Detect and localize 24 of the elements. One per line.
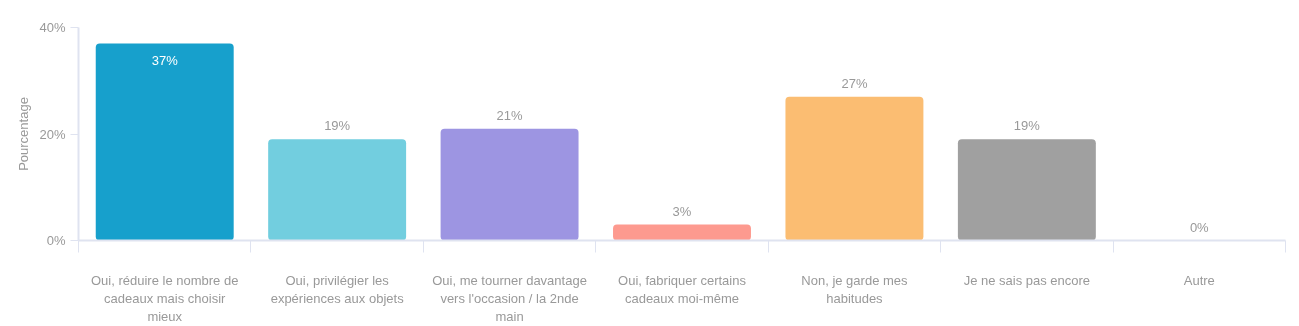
data-label: 0% xyxy=(1189,219,1210,235)
bar xyxy=(785,96,924,241)
bar xyxy=(95,43,234,241)
y-tick-label: 20% xyxy=(39,126,66,142)
x-tick-label: Non, je garde mes habitudes xyxy=(801,272,909,306)
x-tick-label: Autre xyxy=(1183,272,1215,288)
data-label: 37% xyxy=(151,53,179,69)
data-label: 19% xyxy=(324,118,351,134)
x-tick-label: Oui, fabriquer certains cadeaux moi-même xyxy=(618,272,747,306)
data-label: 3% xyxy=(672,203,692,219)
bar xyxy=(613,224,751,241)
bar xyxy=(268,139,407,241)
y-axis-title: Pourcentage xyxy=(16,97,32,171)
x-tick-label: Oui, me tourner davantage vers l'occasion / la 2nde main xyxy=(432,272,587,324)
bar xyxy=(440,128,579,241)
data-label: 21% xyxy=(496,107,524,123)
y-tick-label: 40% xyxy=(39,20,66,35)
x-tick-label: Je ne sais pas encore xyxy=(963,272,1091,288)
y-tick-label: 0% xyxy=(46,233,66,248)
data-label: 19% xyxy=(1013,118,1041,134)
bar xyxy=(957,139,1096,241)
x-tick-label: Oui, privilégier les expériences aux objets xyxy=(270,272,405,306)
x-tick-label: Oui, réduire le nombre de cadeaux mais choisir mieux xyxy=(91,272,239,324)
data-label: 27% xyxy=(841,75,868,91)
